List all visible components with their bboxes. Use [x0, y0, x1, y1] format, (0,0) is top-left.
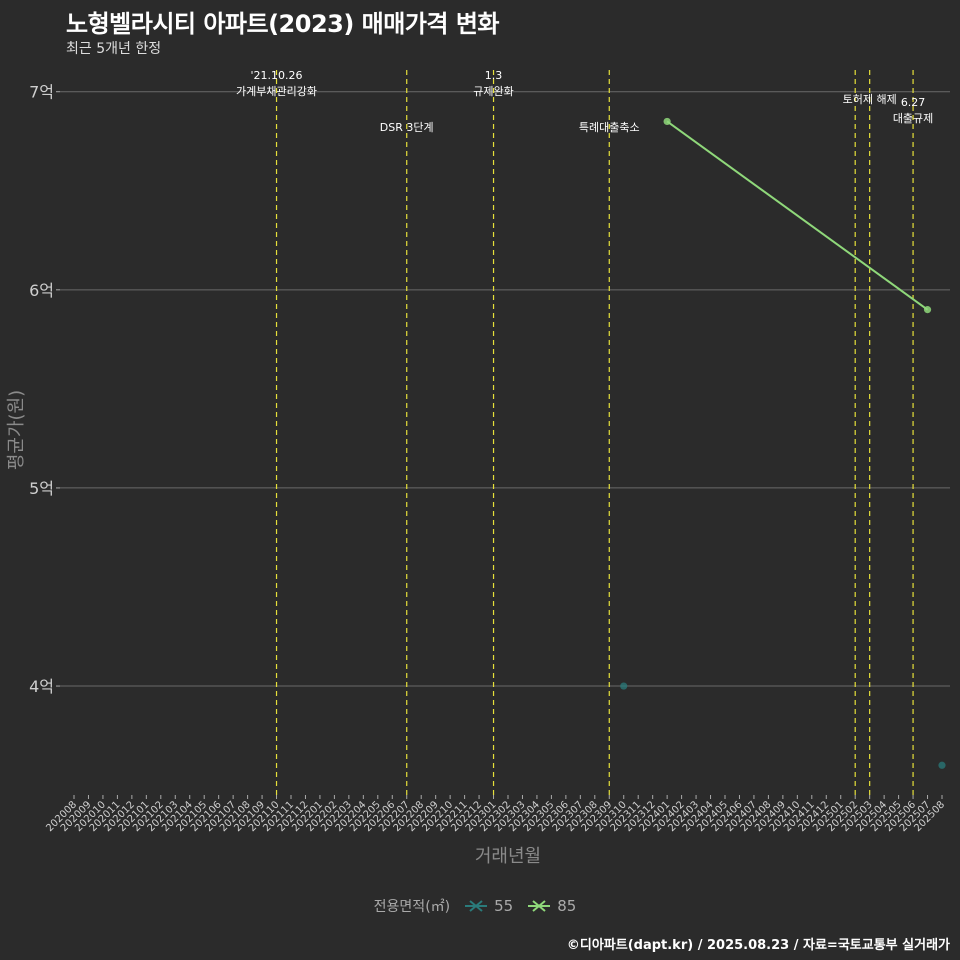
chart-subtitle: 최근 5개년 한정 — [66, 41, 162, 57]
legend-key-85-icon — [528, 900, 551, 912]
y-tick-label: 4억 — [29, 677, 54, 696]
event-label-6-1: 대출규제 — [893, 112, 933, 125]
legend: 전용면적(㎡) 55 85 — [0, 896, 960, 916]
source-caption: ©디아파트(dapt.kr) / 2025.08.23 / 자료=국토교통부 실… — [566, 938, 950, 953]
event-label-1-0: DSR 3단계 — [380, 121, 434, 134]
chart-title: 노형벨라시티 아파트(2023) 매매가격 변화 — [66, 10, 500, 38]
event-label-0-1: 가계부채관리강화 — [236, 85, 317, 98]
data-point-55-0 — [620, 682, 628, 690]
event-label-6-0: 6.27 — [901, 96, 926, 109]
legend-item-85[interactable]: 85 — [527, 897, 586, 915]
y-tick-label: 5억 — [29, 479, 54, 498]
data-point-85-1 — [923, 306, 932, 314]
legend-item-55[interactable]: 55 — [464, 897, 523, 915]
event-label-5-0: 토허제 해제 — [843, 92, 897, 106]
event-label-2-1: 규제완화 — [473, 85, 513, 98]
y-tick-label: 6억 — [29, 281, 54, 300]
y-axis-title: 평균가(원) — [6, 390, 27, 470]
event-label-3-0: 특례대출축소 — [579, 121, 640, 134]
legend-label-85: 85 — [557, 897, 577, 915]
event-label-2-0: 1.3 — [485, 69, 503, 82]
event-label-0-0: '21.10.26 — [251, 69, 303, 82]
data-point-85-0 — [663, 117, 671, 126]
legend-key-55-icon — [465, 900, 488, 912]
legend-label-55: 55 — [494, 897, 514, 915]
y-tick-label: 7억 — [29, 83, 54, 102]
legend-title: 전용면적(㎡) — [373, 899, 451, 915]
data-point-55-1 — [938, 761, 946, 769]
x-axis-title: 거래년월 — [475, 846, 541, 867]
series-line-85 — [666, 120, 929, 311]
